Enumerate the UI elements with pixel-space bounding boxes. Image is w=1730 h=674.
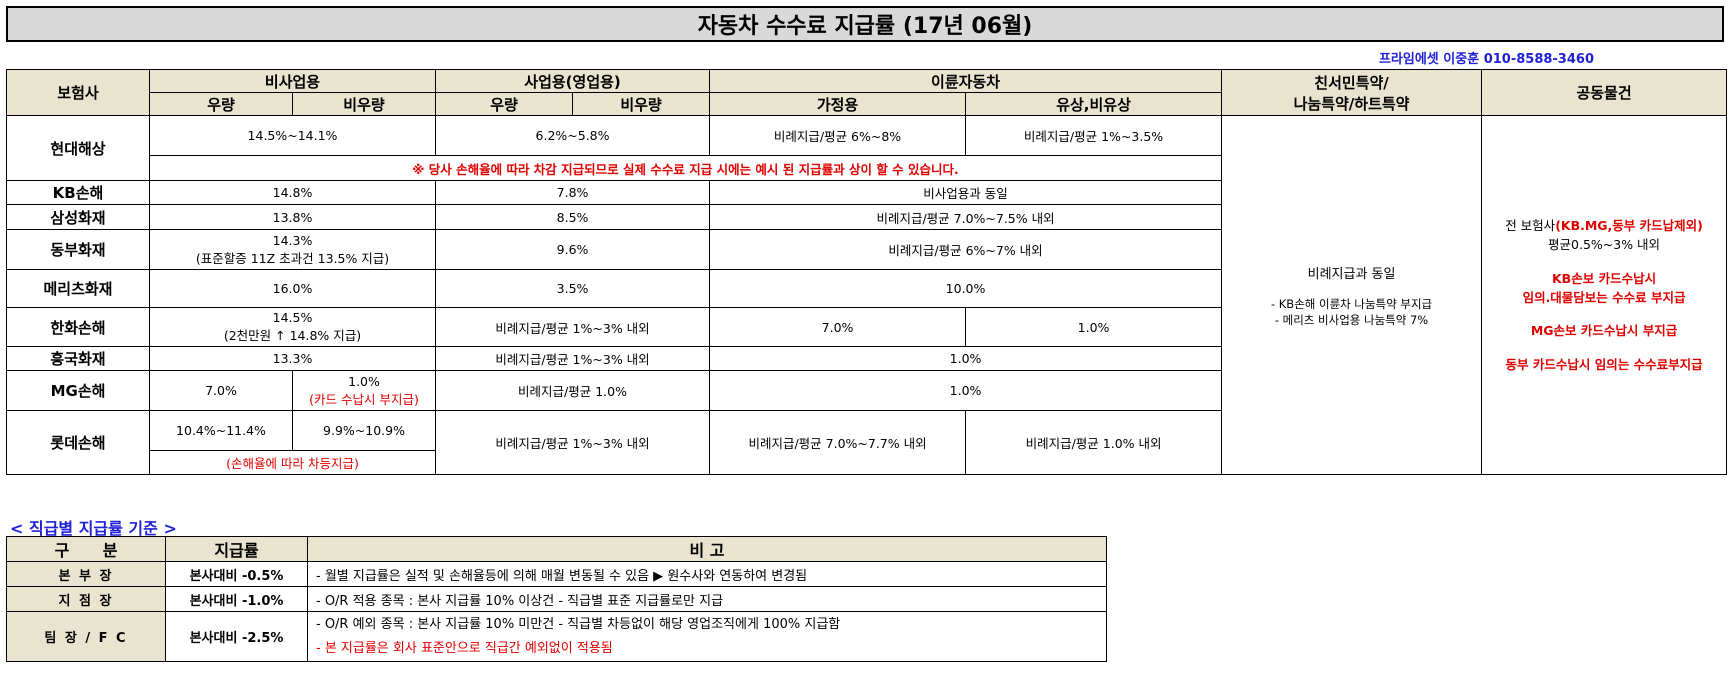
- special-note-1: - KB손해 이륜차 나눔특약 부지급: [1270, 296, 1433, 311]
- grade-rate-1: 본사대비 -1.0%: [165, 586, 308, 612]
- header-joint: 공동물건: [1481, 69, 1728, 116]
- header-insurer: 보험사: [6, 69, 150, 116]
- special-main: 비례지급과 동일: [1307, 266, 1396, 282]
- insurer-hanwha: 한화손해: [6, 307, 150, 347]
- grade-note-1: - O/R 적용 종목 : 본사 지급률 10% 이상건 - 직급별 표준 지급…: [307, 586, 1107, 612]
- grade-label-1: 지 점 장: [6, 586, 166, 612]
- hyundai-biz: 6.2%~5.8%: [435, 115, 711, 156]
- heungkuk-nonbiz: 13.3%: [148, 346, 437, 371]
- grade-note-2: - O/R 예외 종목 : 본사 지급률 10% 미만건 - 직급별 차등없이 …: [307, 611, 1107, 662]
- grade-note-2-line1: - O/R 예외 종목 : 본사 지급률 10% 미만건 - 직급별 차등없이 …: [316, 616, 841, 632]
- insurer-hyundai: 현대해상: [6, 115, 150, 181]
- insurer-mg: MG손해: [6, 370, 150, 411]
- dongbu-nonbiz: 14.3% (표준할증 11Z 초과건 13.5% 지급): [148, 229, 437, 270]
- header-moto: 이륜자동차: [709, 69, 1223, 93]
- grade-section-title: < 직급별 지급률 기준 >: [10, 519, 177, 538]
- mg-biuryang: 1.0% (카드 수납시 부지급): [291, 370, 437, 411]
- heungkuk-biz: 비례지급/평균 1%~3% 내외: [435, 346, 711, 371]
- hanwha-home: 7.0%: [709, 307, 967, 347]
- grade-table: 구 분 지급률 비 고 본 부 장 본사대비 -0.5% - 월별 지급률은 실…: [6, 536, 1107, 662]
- dongbu-moto: 비례지급/평균 6%~7% 내외: [709, 229, 1223, 270]
- mg-biuryang-note: (카드 수납시 부지급): [309, 391, 419, 407]
- sub-uryang: 우량: [149, 92, 293, 116]
- lotte-biz: 비례지급/평균 1%~3% 내외: [435, 410, 711, 475]
- lotte-uryang: 10.4%~11.4%: [149, 410, 293, 451]
- mg-moto: 1.0%: [709, 370, 1223, 411]
- joint-line6: 동부 카드수납시 임의는 수수료부지급: [1505, 356, 1703, 372]
- hanwha-nonbiz: 14.5% (2천만원 ↑ 14.8% 지급): [148, 307, 437, 347]
- commission-table: 보험사 비사업용 사업용(영업용) 이륜자동차 친서민특약/ 나눔특약/하트특약…: [6, 69, 1728, 475]
- grade-header-note: 비 고: [307, 536, 1107, 562]
- meritz-biz: 3.5%: [435, 269, 711, 308]
- samsung-moto: 비례지급/평균 7.0%~7.5% 내외: [709, 204, 1223, 230]
- joint-line5: MG손보 카드수납시 부지급: [1530, 323, 1678, 339]
- lotte-paid: 비례지급/평균 1.0% 내외: [965, 410, 1223, 475]
- grade-label-2: 팀 장 / F C: [6, 611, 166, 662]
- header-special-line1: 친서민특약/: [1314, 73, 1389, 92]
- insurer-samsung: 삼성화재: [6, 204, 150, 230]
- hyundai-nonbiz: 14.5%~14.1%: [148, 115, 437, 156]
- sub-biuryang-biz: 비우량: [572, 92, 711, 116]
- grade-header-rate: 지급률: [165, 536, 308, 562]
- heungkuk-moto: 1.0%: [709, 346, 1223, 371]
- meritz-moto: 10.0%: [709, 269, 1223, 308]
- header-special: 친서민특약/ 나눔특약/하트특약: [1221, 69, 1483, 116]
- kb-biz: 7.8%: [435, 180, 711, 205]
- special-note-2: - 메리츠 비사업용 나눔특약 7%: [1274, 312, 1429, 327]
- joint-line2: 평균0.5%~3% 내외: [1548, 237, 1661, 253]
- joint-line1b: (KB.MG,동부 카드납제외): [1555, 217, 1703, 233]
- dongbu-nonbiz-value: 14.3%: [272, 232, 313, 248]
- header-biz: 사업용(영업용): [435, 69, 711, 93]
- insurer-dongbu: 동부화재: [6, 229, 150, 270]
- dongbu-biz: 9.6%: [435, 229, 711, 270]
- insurer-kb: KB손해: [6, 180, 150, 205]
- grade-rate-0: 본사대비 -0.5%: [165, 561, 308, 587]
- insurer-lotte: 롯데손해: [6, 410, 150, 475]
- sub-paid: 유상,비유상: [965, 92, 1223, 116]
- hyundai-notice: ※ 당사 손해율에 따라 차감 지급되므로 실제 수수료 지급 시에는 예시 된…: [148, 155, 1223, 181]
- hanwha-paid: 1.0%: [965, 307, 1223, 347]
- grade-rate-2: 본사대비 -2.5%: [165, 611, 308, 662]
- header-special-line2: 나눔특약/하트특약: [1293, 94, 1410, 113]
- samsung-biz: 8.5%: [435, 204, 711, 230]
- mg-uryang: 7.0%: [149, 370, 293, 411]
- lotte-nonbiz-note: (손해율에 따라 차등지급): [148, 450, 437, 475]
- sub-uryang-biz: 우량: [435, 92, 574, 116]
- hyundai-home: 비례지급/평균 6%~8%: [709, 115, 967, 156]
- sub-biuryang: 비우량: [291, 92, 437, 116]
- kb-moto: 비사업용과 동일: [709, 180, 1223, 205]
- hanwha-nonbiz-value: 14.5%: [272, 310, 313, 325]
- insurer-heungkuk: 흥국화재: [6, 346, 150, 371]
- contact-info: 프라임에셋 이중훈 010-8588-3460: [1378, 52, 1594, 67]
- grade-note-0: - 월별 지급률은 실적 및 손해율등에 의해 매월 변동될 수 있음 ▶ 원수…: [307, 561, 1107, 587]
- special-cell: 비례지급과 동일 - KB손해 이륜차 나눔특약 부지급 - 메리츠 비사업용 …: [1221, 115, 1483, 475]
- grade-header-class: 구 분: [6, 536, 166, 562]
- samsung-nonbiz: 13.8%: [148, 204, 437, 230]
- joint-cell: 전 보험사(KB.MG,동부 카드납제외) 평균0.5%~3% 내외 KB손보 …: [1481, 115, 1728, 475]
- grade-label-0: 본 부 장: [6, 561, 166, 587]
- grade-note-2-line2: - 본 지급률은 회사 표준안으로 직급간 예외없이 적용됨: [316, 640, 613, 656]
- joint-line4: 임의.대물담보는 수수료 부지급: [1522, 290, 1686, 305]
- hanwha-nonbiz-note: (2천만원 ↑ 14.8% 지급): [223, 328, 362, 343]
- lotte-biuryang: 9.9%~10.9%: [291, 410, 437, 451]
- page-title: 자동차 수수료 지급률 (17년 06월): [6, 6, 1724, 42]
- mg-biuryang-value: 1.0%: [348, 373, 380, 389]
- joint-line1a: 전 보험사: [1505, 217, 1556, 233]
- kb-nonbiz: 14.8%: [148, 180, 437, 205]
- insurer-meritz: 메리츠화재: [6, 269, 150, 308]
- hanwha-biz: 비례지급/평균 1%~3% 내외: [435, 307, 711, 347]
- lotte-home: 비례지급/평균 7.0%~7.7% 내외: [709, 410, 967, 475]
- mg-biz: 비례지급/평균 1.0%: [435, 370, 711, 411]
- hyundai-paid: 비례지급/평균 1%~3.5%: [965, 115, 1223, 156]
- joint-line3: KB손보 카드수납시: [1552, 270, 1657, 286]
- header-nonbiz: 비사업용: [148, 69, 437, 93]
- dongbu-nonbiz-note: (표준할증 11Z 초과건 13.5% 지급): [195, 250, 390, 266]
- meritz-nonbiz: 16.0%: [148, 269, 437, 308]
- sub-home: 가정용: [709, 92, 967, 116]
